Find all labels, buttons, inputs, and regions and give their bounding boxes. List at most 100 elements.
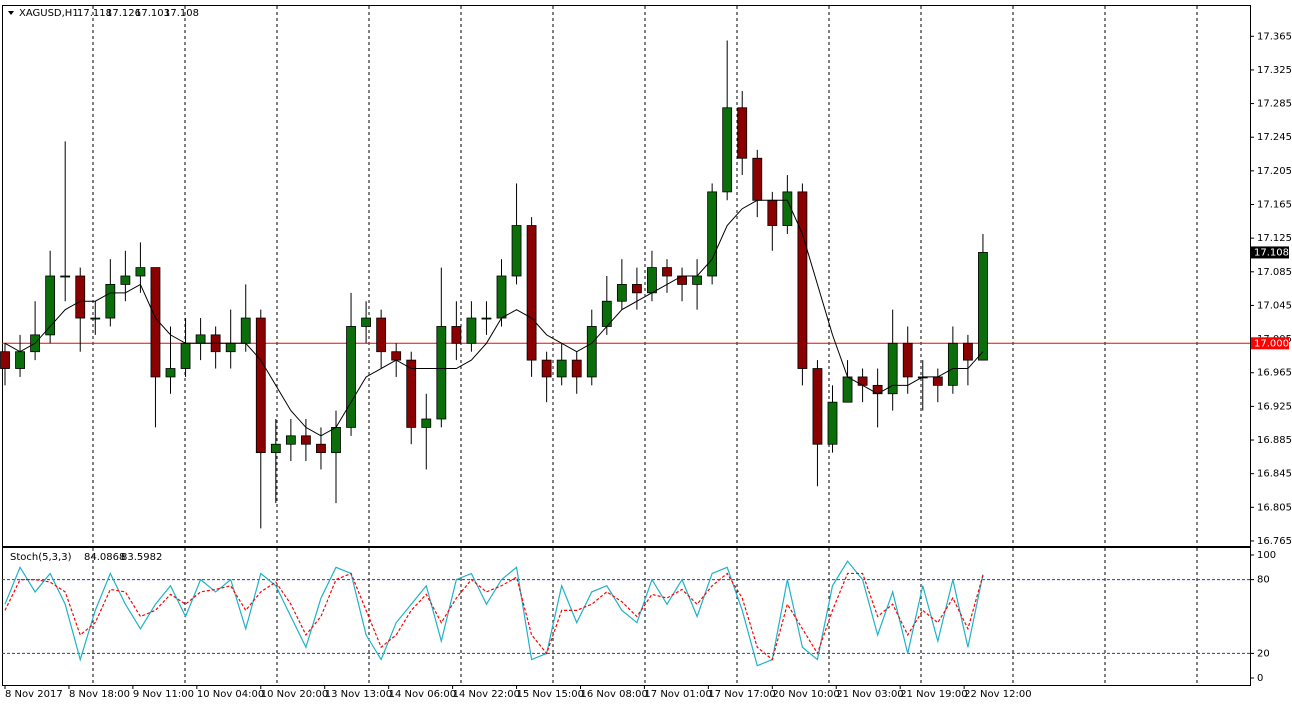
candle-body	[692, 275, 702, 285]
candle-body	[60, 275, 71, 278]
candle-body	[376, 317, 387, 353]
x-tick-label: 20 Nov 10:00	[772, 689, 839, 700]
y-tick-label: 17.325	[1257, 65, 1292, 76]
candle-body	[240, 317, 251, 344]
stoch-y-tick-label: 20	[1257, 648, 1270, 659]
candle-body	[541, 359, 552, 378]
x-tick-label: 8 Nov 2017	[5, 689, 63, 700]
current-price-box	[1251, 246, 1289, 259]
candle-body	[752, 157, 763, 201]
stoch-title: Stoch(5,3,3)	[10, 552, 72, 563]
candle-body	[135, 267, 146, 277]
y-tick-label: 16.925	[1257, 401, 1292, 412]
x-tick-label: 10 Nov 04:00	[197, 689, 264, 700]
y-tick-label: 17.125	[1257, 233, 1292, 244]
current-price-label: 17.108	[1254, 247, 1289, 258]
candle-body	[616, 284, 627, 302]
candle-body	[662, 267, 672, 277]
candle-body	[511, 225, 522, 277]
symbol: XAGUSD,H1	[19, 8, 79, 19]
x-tick-label: 14 Nov 06:00	[389, 689, 456, 700]
candle-body	[15, 351, 25, 369]
candle-body	[556, 359, 567, 378]
x-tick-label: 15 Nov 15:00	[517, 689, 584, 700]
y-tick-label: 17.205	[1257, 166, 1292, 177]
candle-body	[436, 326, 447, 420]
y-tick-label: 16.885	[1257, 435, 1292, 446]
price-level-label: 17.000	[1254, 338, 1289, 349]
stoch-y-tick-label: 100	[1257, 550, 1276, 561]
price-level-box	[1251, 337, 1289, 350]
candle-body	[496, 275, 507, 319]
candle-body	[165, 368, 176, 378]
main-frame	[2, 5, 1251, 547]
x-tick-label: 17 Nov 17:00	[708, 689, 775, 700]
candle-body	[406, 359, 417, 428]
y-tick-label: 16.805	[1257, 502, 1292, 513]
x-tick-label: 16 Nov 08:00	[580, 689, 647, 700]
candle-body	[285, 435, 296, 445]
candle-body	[767, 199, 778, 226]
x-tick-label: 10 Nov 20:00	[261, 689, 328, 700]
y-tick-label: 17.165	[1257, 200, 1292, 211]
candle-body	[571, 359, 582, 378]
stoch-y-tick-label: 0	[1257, 673, 1263, 684]
candle-body	[391, 351, 402, 361]
y-tick-label: 17.085	[1257, 267, 1292, 278]
x-tick-label: 21 Nov 03:00	[836, 689, 903, 700]
moving-average	[4, 199, 984, 437]
candle-body	[45, 275, 56, 336]
candle-body	[120, 275, 131, 285]
candle-body	[827, 401, 838, 445]
y-tick-label: 16.845	[1257, 469, 1292, 480]
candle-body	[180, 342, 191, 369]
x-tick-label: 8 Nov 18:00	[69, 689, 130, 700]
stoch-value: 84.0868	[84, 552, 125, 563]
candle-body	[737, 107, 748, 159]
x-tick-label: 14 Nov 22:00	[453, 689, 520, 700]
candle-body	[225, 342, 236, 353]
quote-value: 17.118	[77, 8, 112, 19]
x-tick-label: 22 Nov 12:00	[964, 689, 1031, 700]
quote-value: 17.126	[106, 8, 141, 19]
x-tick-label: 9 Nov 11:00	[133, 689, 194, 700]
candle-body	[632, 284, 642, 294]
candle-body	[301, 435, 311, 445]
candle-body	[255, 317, 266, 454]
y-tick-label: 16.965	[1257, 368, 1292, 379]
candle-body	[0, 351, 10, 369]
candle-body	[782, 191, 793, 226]
stoch-y-tick-label: 80	[1257, 575, 1270, 586]
candle-body	[707, 191, 718, 277]
candle-body	[842, 376, 853, 403]
candle-body	[797, 191, 808, 369]
quote-value: 17.103	[135, 8, 170, 19]
candle-body	[887, 342, 898, 395]
candle-body	[75, 275, 86, 319]
candle-body	[361, 317, 371, 327]
candle-body	[346, 326, 356, 428]
candle-body	[331, 427, 341, 454]
stoch-frame	[2, 547, 1251, 686]
candle-body	[963, 342, 973, 361]
candle-body	[195, 334, 206, 344]
candle-body	[270, 443, 281, 454]
candle-body	[421, 418, 432, 428]
y-tick-label: 17.045	[1257, 300, 1292, 311]
y-tick-label: 17.245	[1257, 132, 1292, 143]
candle-body	[150, 267, 161, 378]
x-tick-label: 13 Nov 13:00	[325, 689, 392, 700]
candle-body	[481, 317, 492, 320]
candle-body	[526, 225, 537, 361]
candle-body	[90, 317, 101, 320]
x-tick-label: 21 Nov 19:00	[900, 689, 967, 700]
y-tick-label: 16.765	[1257, 536, 1292, 547]
stoch-value: 83.5982	[121, 552, 162, 563]
candle-body	[316, 443, 326, 454]
candle-body	[932, 376, 943, 386]
quote-value: 17.108	[164, 8, 199, 19]
stoch-line	[4, 572, 984, 661]
y-tick-label: 17.285	[1257, 99, 1292, 110]
